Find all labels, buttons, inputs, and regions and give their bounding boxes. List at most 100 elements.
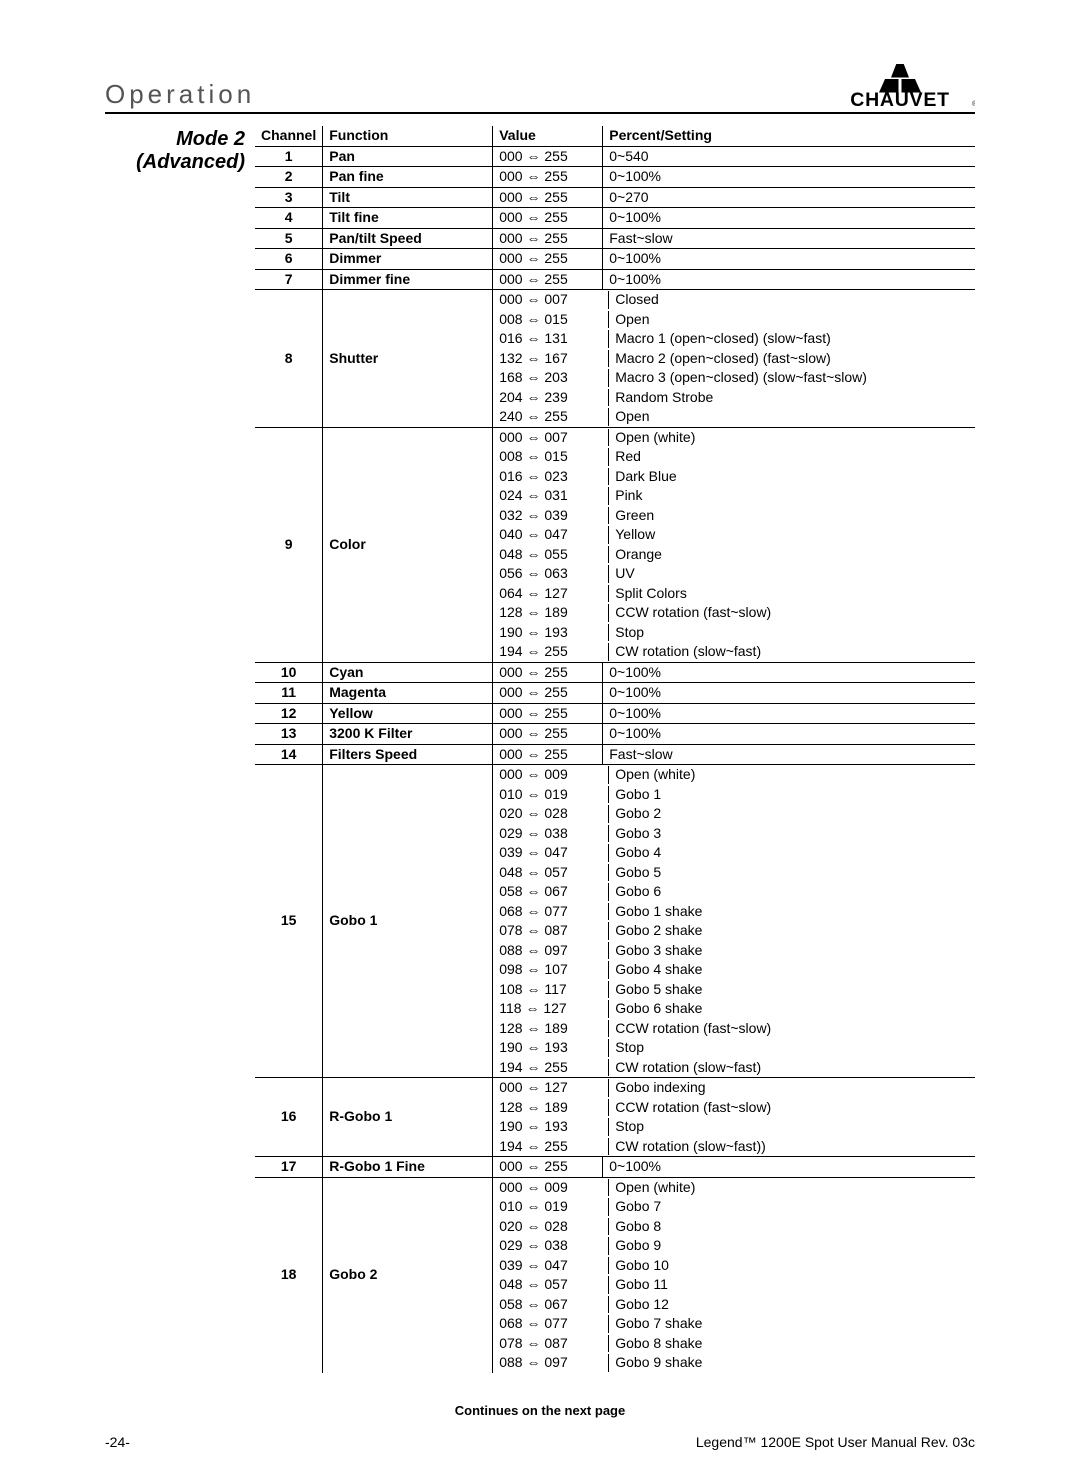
table-row: 17R-Gobo 1 Fine000 ⇔ 2550~100% — [255, 1157, 975, 1178]
cell-channel: 17 — [255, 1157, 323, 1178]
sub-value: 088 ⇔ 097 — [499, 1354, 609, 1372]
sub-setting: Gobo 3 — [609, 825, 969, 843]
value-setting-line: 194 ⇔ 255CW rotation (slow~fast) — [493, 642, 975, 662]
table-row: 14Filters Speed000 ⇔ 255Fast~slow — [255, 744, 975, 765]
value-setting-line: 048 ⇔ 057Gobo 5 — [493, 863, 975, 883]
cell-channel: 8 — [255, 290, 323, 428]
sub-setting: Gobo 10 — [609, 1257, 969, 1275]
sub-value: 064 ⇔ 127 — [499, 585, 609, 603]
value-setting-line: 128 ⇔ 189CCW rotation (fast~slow) — [493, 603, 975, 623]
cell-setting: 0~270 — [603, 187, 975, 208]
cell-setting: 0~100% — [603, 724, 975, 745]
cell-setting: Fast~slow — [603, 744, 975, 765]
cell-value: 000 ⇔ 255 — [493, 662, 603, 683]
footer-doc-title: Legend™ 1200E Spot User Manual Rev. 03c — [696, 1434, 975, 1450]
sub-setting: Open (white) — [609, 766, 969, 784]
cell-channel: 12 — [255, 703, 323, 724]
sub-value: 240 ⇔ 255 — [499, 408, 609, 426]
value-setting-line: 078 ⇔ 087Gobo 8 shake — [493, 1334, 975, 1354]
sub-setting: Gobo 1 — [609, 786, 969, 804]
continues-note: Continues on the next page — [105, 1403, 975, 1418]
table-row: 9Color000 ⇔ 007Open (white)008 ⇔ 015Red0… — [255, 427, 975, 662]
value-setting-line: 000 ⇔ 127Gobo indexing — [493, 1078, 975, 1098]
cell-value: 000 ⇔ 255 — [493, 187, 603, 208]
value-setting-line: 048 ⇔ 055Orange — [493, 545, 975, 565]
section-title: Operation — [105, 79, 255, 110]
sub-value: 016 ⇔ 131 — [499, 330, 609, 348]
cell-channel: 4 — [255, 208, 323, 229]
sub-value: 056 ⇔ 063 — [499, 565, 609, 583]
cell-setting: 0~100% — [603, 249, 975, 270]
sub-value: 194 ⇔ 255 — [499, 1059, 609, 1077]
sub-setting: Gobo 8 — [609, 1218, 969, 1236]
cell-value: 000 ⇔ 255 — [493, 167, 603, 188]
sub-value: 020 ⇔ 028 — [499, 1218, 609, 1236]
sub-value: 118 ⇔ 127 — [499, 1000, 609, 1018]
sub-value: 000 ⇔ 009 — [499, 1179, 609, 1197]
value-setting-line: 204 ⇔ 239Random Strobe — [493, 388, 975, 408]
cell-value: 000 ⇔ 255 — [493, 683, 603, 704]
cell-channel: 11 — [255, 683, 323, 704]
sub-value: 190 ⇔ 193 — [499, 624, 609, 642]
table-row: 15Gobo 1000 ⇔ 009Open (white)010 ⇔ 019Go… — [255, 765, 975, 1078]
sub-setting: Gobo 1 shake — [609, 903, 969, 921]
sub-value: 029 ⇔ 038 — [499, 1237, 609, 1255]
sub-setting: Gobo 12 — [609, 1296, 969, 1314]
cell-multi: 000 ⇔ 009Open (white)010 ⇔ 019Gobo 7020 … — [493, 1177, 975, 1373]
sub-value: 032 ⇔ 039 — [499, 507, 609, 525]
cell-function: R-Gobo 1 — [323, 1078, 493, 1157]
value-setting-line: 128 ⇔ 189CCW rotation (fast~slow) — [493, 1098, 975, 1118]
value-setting-line: 064 ⇔ 127Split Colors — [493, 584, 975, 604]
sub-value: 098 ⇔ 107 — [499, 961, 609, 979]
sub-value: 108 ⇔ 117 — [499, 981, 609, 999]
sub-value: 128 ⇔ 189 — [499, 604, 609, 622]
value-setting-line: 000 ⇔ 007Closed — [493, 290, 975, 310]
cell-function: Cyan — [323, 662, 493, 683]
sub-setting: Closed — [609, 291, 969, 309]
cell-channel: 18 — [255, 1177, 323, 1373]
sub-setting: Gobo 4 — [609, 844, 969, 862]
sub-setting: Macro 2 (open~closed) (fast~slow) — [609, 350, 969, 368]
table-row: 16R-Gobo 1000 ⇔ 127Gobo indexing128 ⇔ 18… — [255, 1078, 975, 1157]
cell-channel: 1 — [255, 146, 323, 167]
footer-page-num: -24- — [105, 1434, 130, 1450]
cell-value: 000 ⇔ 255 — [493, 724, 603, 745]
sub-value: 000 ⇔ 007 — [499, 429, 609, 447]
value-setting-line: 039 ⇔ 047Gobo 4 — [493, 843, 975, 863]
value-setting-line: 190 ⇔ 193Stop — [493, 1038, 975, 1058]
sub-setting: Gobo 8 shake — [609, 1335, 969, 1353]
sub-setting: Gobo 9 — [609, 1237, 969, 1255]
sub-value: 088 ⇔ 097 — [499, 942, 609, 960]
sub-setting: CW rotation (slow~fast)) — [609, 1138, 969, 1156]
value-setting-line: 128 ⇔ 189CCW rotation (fast~slow) — [493, 1019, 975, 1039]
page-footer: -24- Legend™ 1200E Spot User Manual Rev.… — [105, 1434, 975, 1450]
value-setting-line: 029 ⇔ 038Gobo 9 — [493, 1236, 975, 1256]
mode-line2: (Advanced) — [105, 151, 245, 174]
sub-setting: Gobo 2 — [609, 805, 969, 823]
col-value: Value — [493, 126, 603, 146]
value-setting-line: 016 ⇔ 023Dark Blue — [493, 467, 975, 487]
cell-setting: Fast~slow — [603, 228, 975, 249]
value-setting-line: 190 ⇔ 193Stop — [493, 1117, 975, 1137]
sub-setting: Stop — [609, 1039, 969, 1057]
sub-value: 194 ⇔ 255 — [499, 643, 609, 661]
table-row: 133200 K Filter000 ⇔ 2550~100% — [255, 724, 975, 745]
value-setting-line: 058 ⇔ 067Gobo 12 — [493, 1295, 975, 1315]
table-row: 18Gobo 2000 ⇔ 009Open (white)010 ⇔ 019Go… — [255, 1177, 975, 1373]
dmx-table: ChannelFunctionValuePercent/Setting1Pan0… — [255, 126, 975, 1373]
table-row: 4Tilt fine000 ⇔ 2550~100% — [255, 208, 975, 229]
value-setting-line: 010 ⇔ 019Gobo 1 — [493, 785, 975, 805]
value-setting-line: 039 ⇔ 047Gobo 10 — [493, 1256, 975, 1276]
sub-value: 068 ⇔ 077 — [499, 903, 609, 921]
value-setting-line: 108 ⇔ 117Gobo 5 shake — [493, 980, 975, 1000]
sub-value: 020 ⇔ 028 — [499, 805, 609, 823]
sub-setting: Dark Blue — [609, 468, 969, 486]
cell-setting: 0~540 — [603, 146, 975, 167]
cell-channel: 6 — [255, 249, 323, 270]
brand-logo: CHAUVET ® — [825, 60, 975, 110]
cell-function: Dimmer — [323, 249, 493, 270]
cell-function: Filters Speed — [323, 744, 493, 765]
table-row: 7Dimmer fine000 ⇔ 2550~100% — [255, 269, 975, 290]
sub-setting: Gobo 7 shake — [609, 1315, 969, 1333]
sub-value: 048 ⇔ 055 — [499, 546, 609, 564]
